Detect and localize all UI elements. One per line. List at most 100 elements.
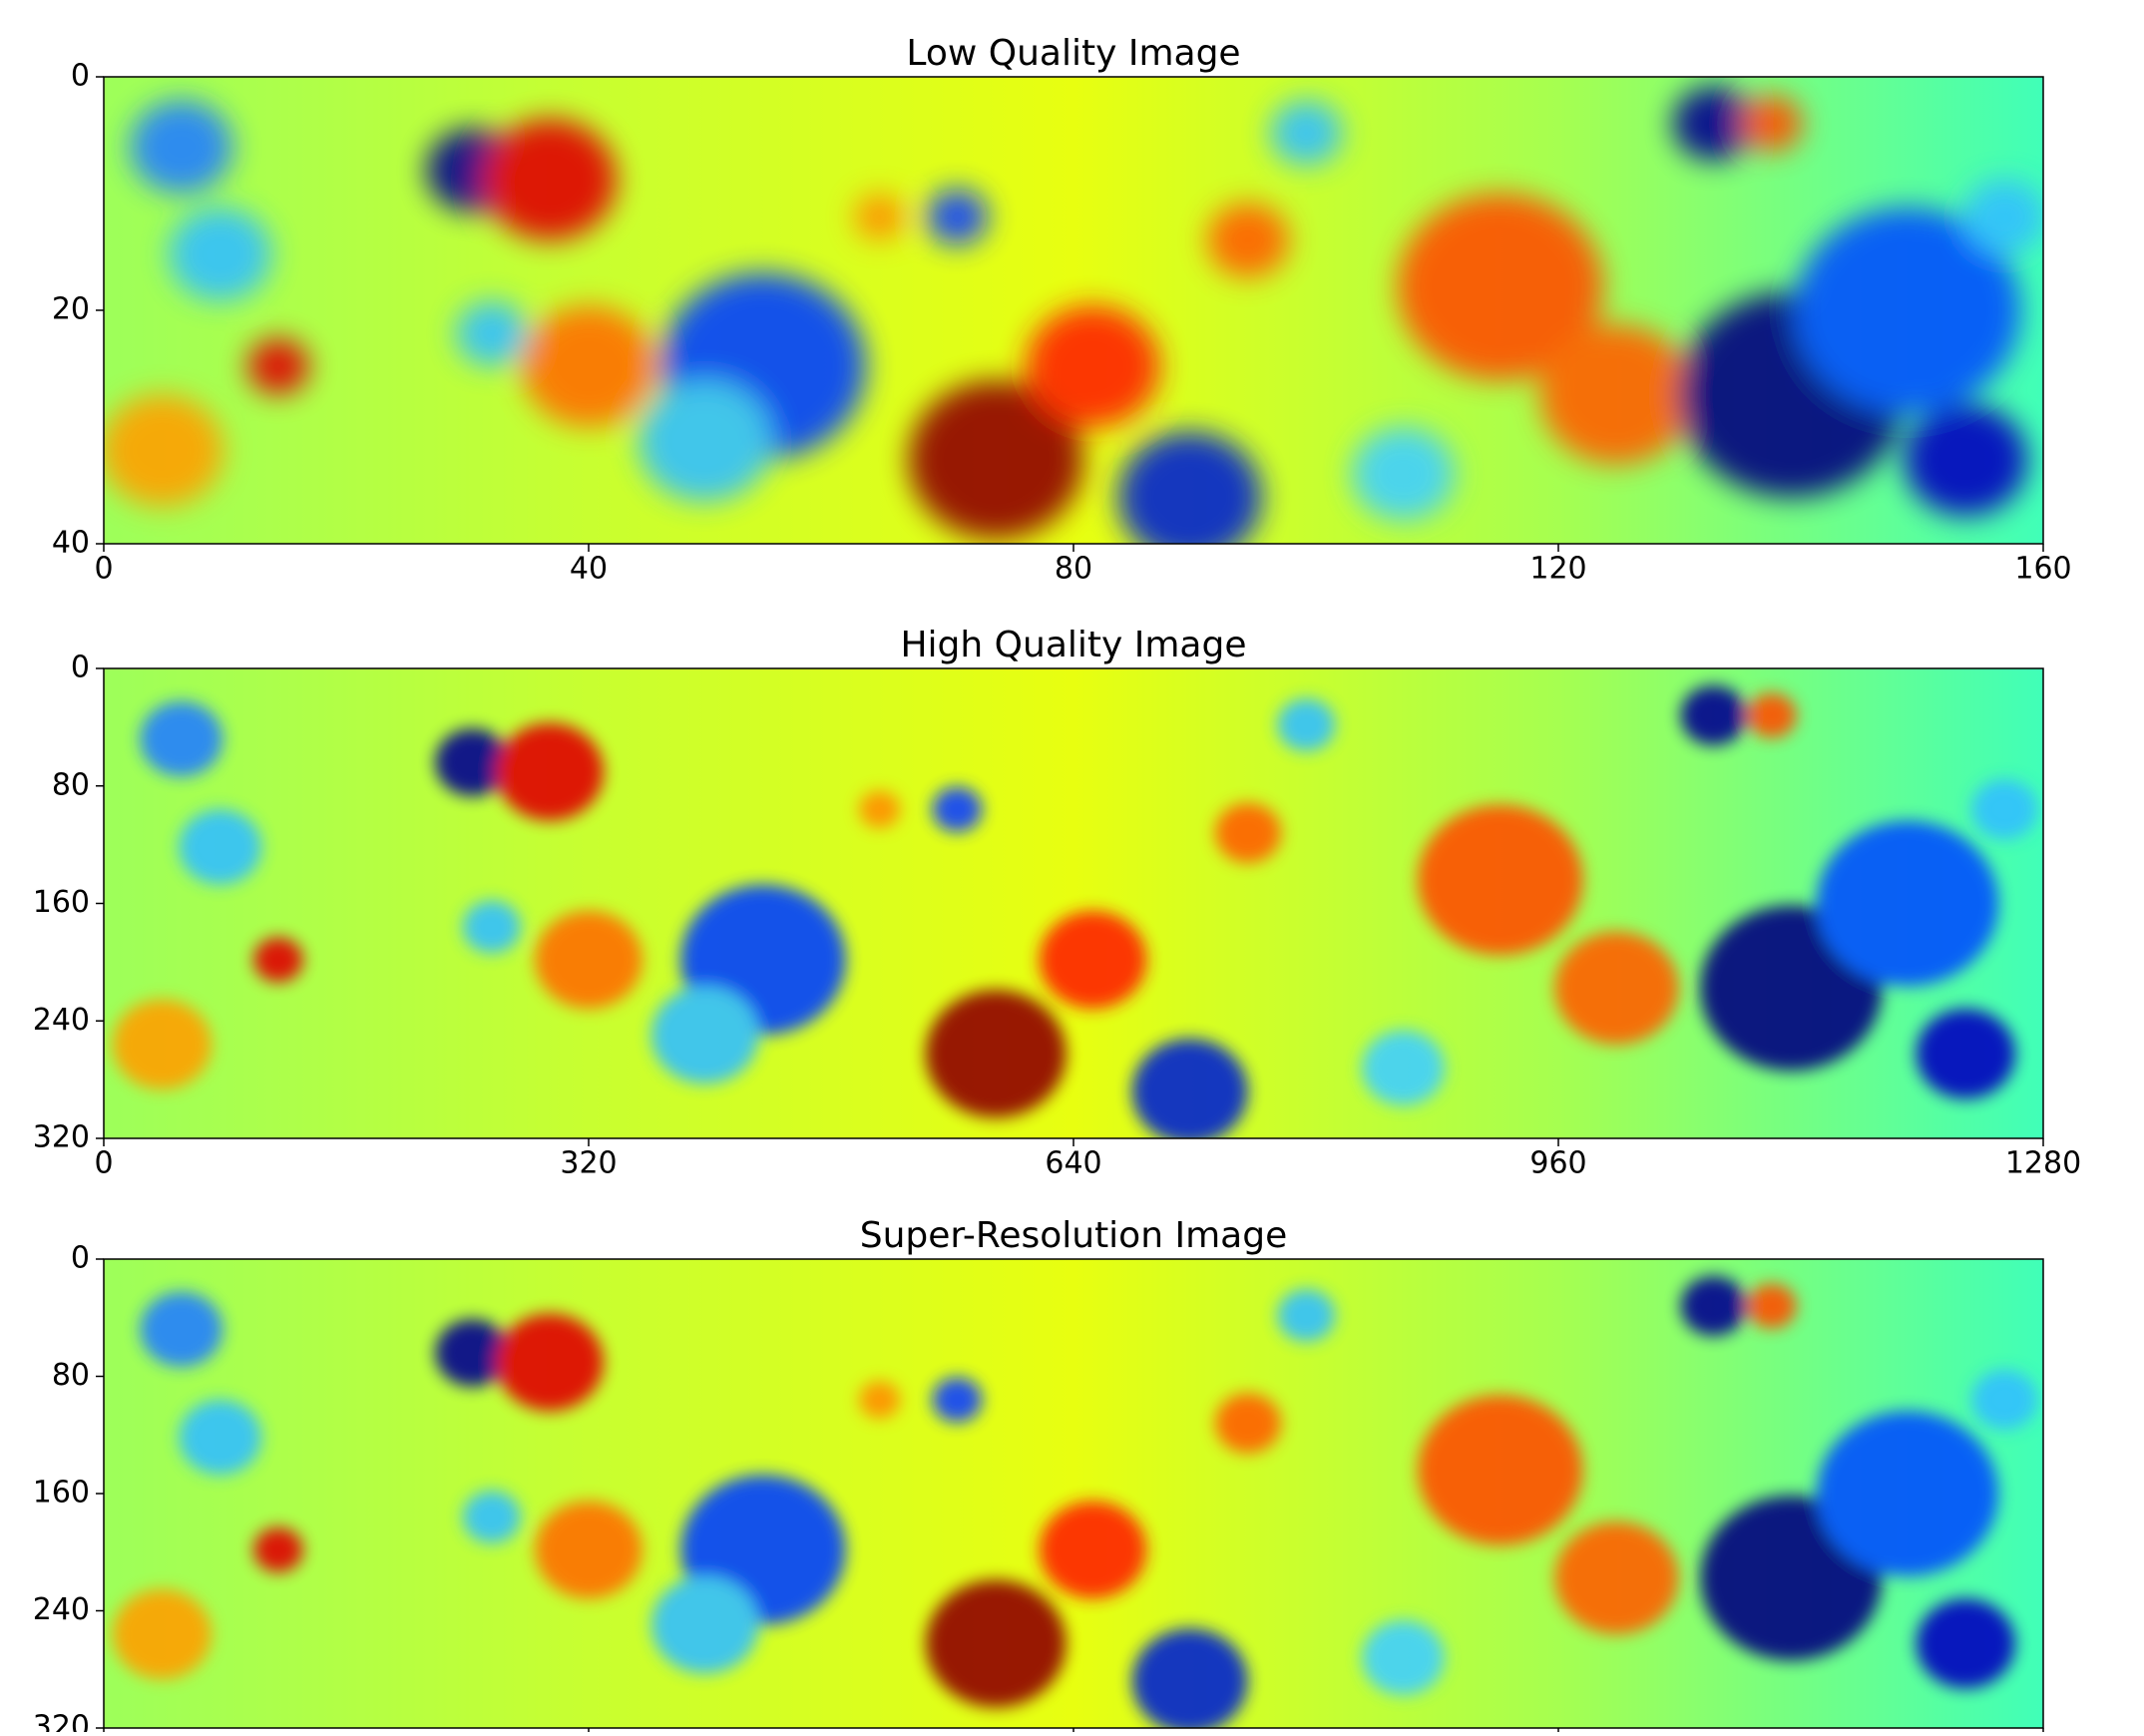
- y-tick-label: 160: [33, 1476, 90, 1511]
- x-tick-label: 320: [560, 1146, 617, 1181]
- field-feature: [1277, 1289, 1335, 1342]
- field-feature: [1362, 1620, 1445, 1695]
- field-feature: [1963, 180, 2045, 254]
- field-feature: [140, 1292, 222, 1367]
- x-tick-label: 120: [1529, 552, 1586, 587]
- field-feature: [496, 1314, 604, 1412]
- field-feature: [179, 1400, 261, 1475]
- field-feature: [651, 1576, 759, 1674]
- field-feature: [1132, 1628, 1248, 1732]
- field-feature: [1817, 1411, 1998, 1575]
- field-feature: [859, 790, 900, 828]
- y-tick-label: 20: [52, 292, 90, 327]
- field-feature: [1680, 1276, 1746, 1336]
- field-feature: [1539, 324, 1693, 464]
- heatmap-background: [104, 1259, 2043, 1728]
- field-feature: [101, 394, 224, 506]
- field-feature: [1277, 698, 1335, 751]
- field-feature: [140, 701, 222, 776]
- field-feature: [854, 194, 905, 240]
- y-tick-label: 320: [33, 1120, 90, 1155]
- x-tick-label: 40: [570, 552, 608, 587]
- field-feature: [535, 1502, 643, 1599]
- field-feature: [1741, 96, 1803, 152]
- x-tick-label: 0: [94, 1146, 113, 1181]
- field-feature: [1207, 203, 1289, 277]
- y-tick-label: 80: [52, 1358, 90, 1393]
- field-feature: [1971, 1370, 2037, 1430]
- y-tick-label: 0: [71, 59, 90, 94]
- field-feature: [535, 911, 643, 1009]
- heatmap-background: [104, 668, 2043, 1138]
- field-feature: [1132, 1039, 1248, 1144]
- field-feature: [1270, 100, 1342, 166]
- field-feature: [1027, 305, 1160, 427]
- x-tick-label: 160: [2014, 552, 2071, 587]
- field-feature: [113, 1589, 212, 1679]
- field-feature: [1747, 1283, 1797, 1328]
- field-feature: [253, 1527, 303, 1572]
- field-feature: [1917, 1598, 2015, 1688]
- x-tick-label: 80: [1055, 552, 1092, 587]
- field-feature: [932, 787, 982, 832]
- field-feature: [1215, 1393, 1281, 1453]
- heatmap: [101, 77, 2046, 563]
- field-feature: [169, 208, 271, 301]
- x-tick-label: 0: [94, 552, 113, 587]
- field-feature: [1817, 821, 1998, 987]
- field-feature: [456, 301, 528, 367]
- field-feature: [651, 986, 759, 1084]
- panel: Super-Resolution Image032064096012800801…: [33, 1215, 2081, 1732]
- y-tick-label: 80: [52, 767, 90, 802]
- field-feature: [1040, 911, 1147, 1009]
- x-tick-label: 960: [1529, 1146, 1586, 1181]
- field-feature: [933, 1377, 983, 1422]
- field-feature: [1362, 1031, 1445, 1105]
- field-feature: [496, 723, 604, 821]
- field-feature: [1352, 427, 1455, 521]
- field-feature: [1904, 404, 2027, 516]
- field-feature: [1118, 432, 1262, 563]
- field-feature: [522, 305, 655, 427]
- x-tick-label: 640: [1045, 1146, 1101, 1181]
- y-tick-label: 160: [33, 885, 90, 920]
- field-feature: [1215, 803, 1281, 863]
- field-feature: [1971, 779, 2037, 839]
- field-feature: [926, 1579, 1067, 1707]
- field-feature: [639, 380, 772, 502]
- field-feature: [1418, 805, 1583, 956]
- field-feature: [1554, 1521, 1678, 1634]
- y-tick-label: 0: [71, 651, 90, 685]
- field-feature: [463, 1491, 521, 1543]
- heatmap: [104, 1259, 2043, 1732]
- field-feature: [926, 189, 988, 244]
- field-feature: [130, 100, 232, 194]
- panel-title: High Quality Image: [900, 625, 1246, 665]
- heatmap: [104, 668, 2043, 1144]
- y-tick-label: 0: [71, 1241, 90, 1276]
- y-tick-label: 240: [33, 1592, 90, 1627]
- field-feature: [1680, 685, 1746, 745]
- field-feature: [247, 338, 309, 394]
- y-tick-label: 240: [33, 1003, 90, 1038]
- field-feature: [1747, 692, 1797, 737]
- field-feature: [463, 901, 521, 954]
- x-tick-label: 1280: [2005, 1146, 2081, 1181]
- figure: Low Quality Image0408012016002040High Qu…: [0, 0, 2144, 1732]
- field-feature: [113, 1000, 212, 1089]
- field-feature: [253, 937, 303, 982]
- field-feature: [1917, 1009, 2015, 1098]
- y-tick-label: 40: [52, 526, 90, 561]
- field-feature: [1418, 1395, 1582, 1544]
- field-feature: [1554, 932, 1678, 1045]
- field-feature: [483, 119, 617, 240]
- panel-title: Low Quality Image: [906, 33, 1240, 74]
- field-feature: [859, 1381, 900, 1419]
- y-tick-label: 320: [33, 1710, 90, 1733]
- field-feature: [926, 990, 1067, 1117]
- field-feature: [179, 809, 261, 884]
- panel-title: Super-Resolution Image: [860, 1215, 1287, 1256]
- field-feature: [1040, 1502, 1147, 1599]
